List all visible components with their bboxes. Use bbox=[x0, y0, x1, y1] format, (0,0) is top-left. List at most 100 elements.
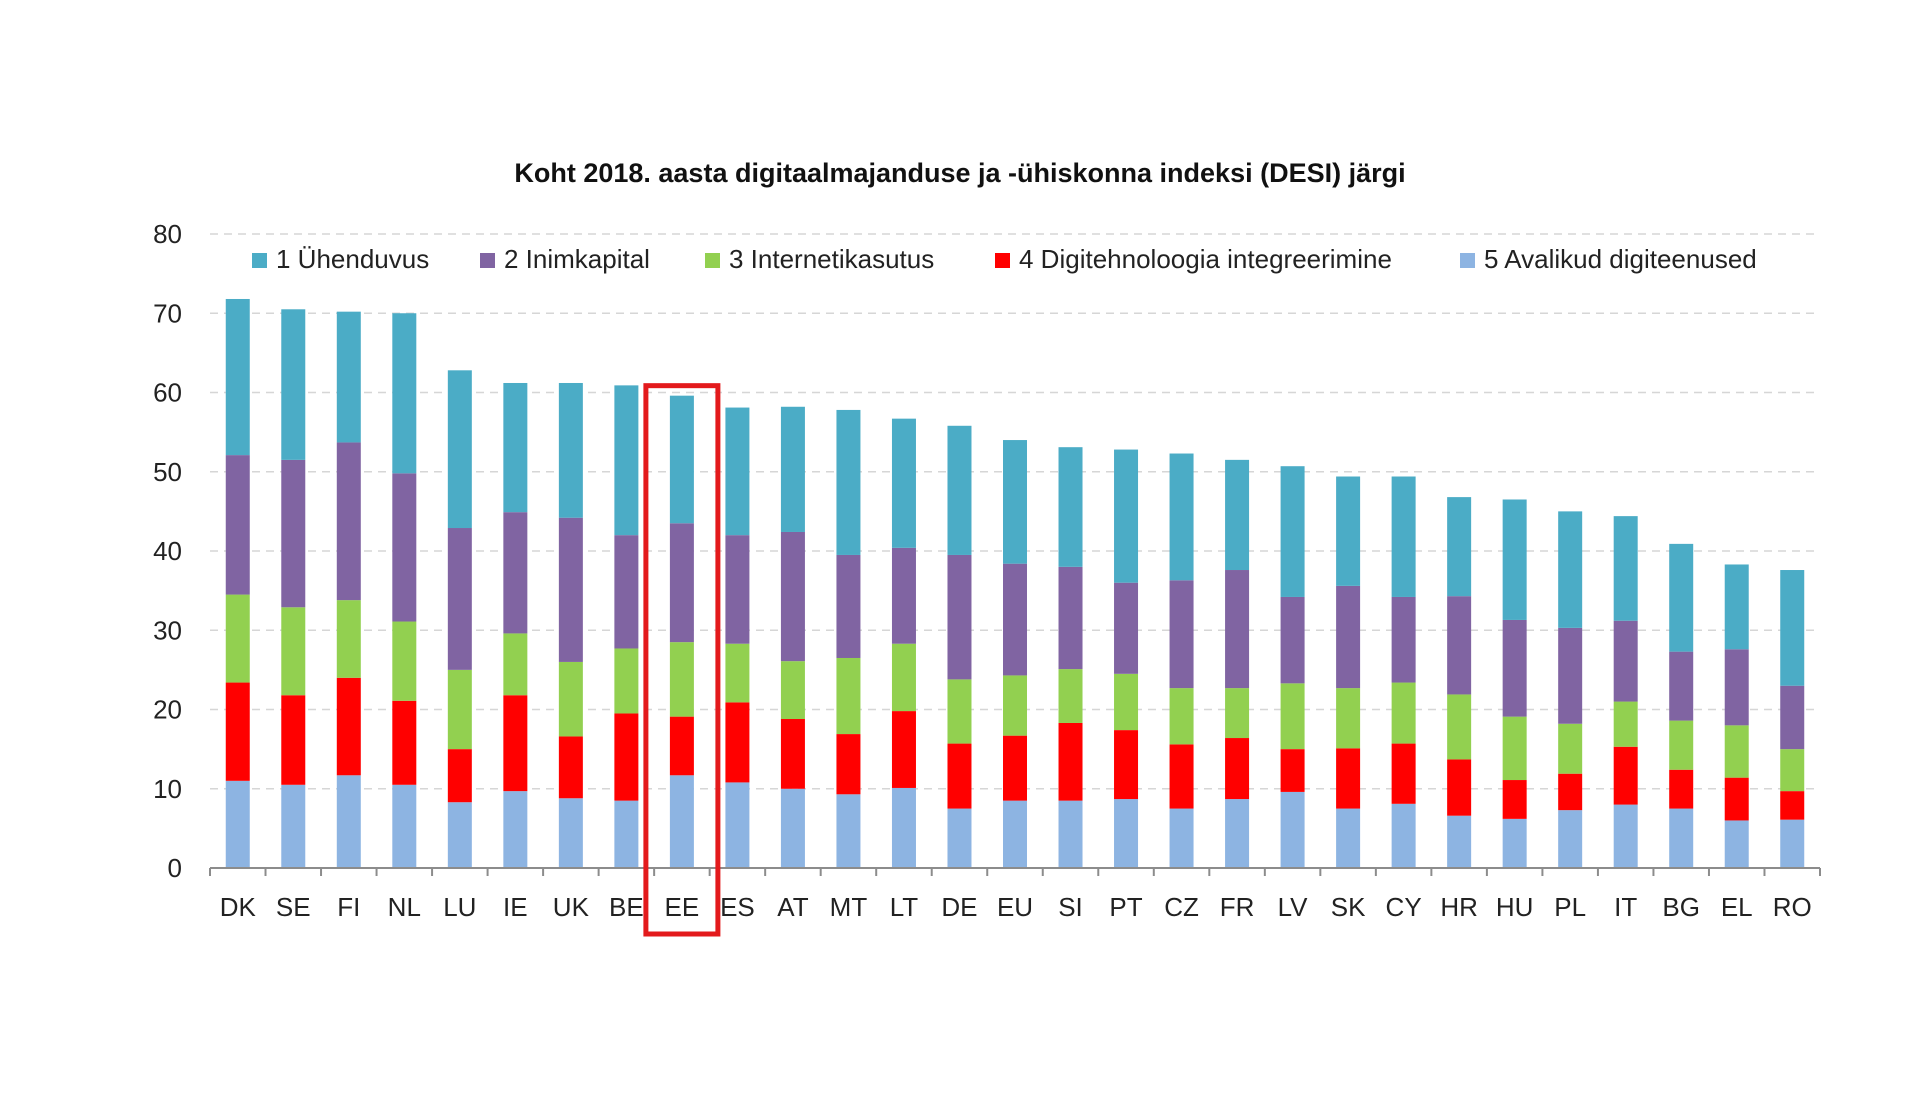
bar-es-4-digitehnoloogia-integreerimine bbox=[725, 702, 750, 783]
bar-ro-5-avalikud-digiteenused bbox=[1780, 819, 1805, 868]
bar-be-5-avalikud-digiteenused bbox=[614, 800, 639, 868]
bar-si-5-avalikud-digiteenused bbox=[1058, 800, 1083, 868]
bar-mt-1-henduvus bbox=[836, 409, 861, 555]
bar-se-2-inimkapital bbox=[281, 459, 306, 608]
bar-es-2-inimkapital bbox=[725, 535, 750, 644]
bar-fi-5-avalikud-digiteenused bbox=[336, 775, 361, 868]
bar-cy-3-internetikasutus bbox=[1391, 682, 1416, 744]
bar-hu-4-digitehnoloogia-integreerimine bbox=[1502, 780, 1527, 819]
bar-uk-5-avalikud-digiteenused bbox=[558, 798, 583, 868]
y-tick-label: 20 bbox=[153, 695, 182, 725]
x-tick-label: LU bbox=[443, 892, 476, 922]
bar-se-5-avalikud-digiteenused bbox=[281, 784, 306, 868]
bar-fr-3-internetikasutus bbox=[1225, 688, 1250, 739]
bar-lt-1-henduvus bbox=[891, 418, 916, 548]
bar-ie-3-internetikasutus bbox=[503, 633, 528, 696]
bar-stack-fi bbox=[336, 311, 361, 868]
bar-se-3-internetikasutus bbox=[281, 607, 306, 696]
bar-hu-2-inimkapital bbox=[1502, 619, 1527, 717]
bar-uk-2-inimkapital bbox=[558, 517, 583, 662]
bar-eu-5-avalikud-digiteenused bbox=[1003, 800, 1027, 868]
bar-it-3-internetikasutus bbox=[1613, 701, 1638, 747]
legend-swatch bbox=[705, 253, 720, 268]
bar-hr-4-digitehnoloogia-integreerimine bbox=[1447, 759, 1472, 816]
x-tick-label: DE bbox=[941, 892, 977, 922]
bars bbox=[225, 298, 1805, 868]
x-tick-label: SK bbox=[1331, 892, 1366, 922]
bar-el-5-avalikud-digiteenused bbox=[1724, 820, 1749, 868]
legend: 1 Ühenduvus 2 Inimkapital 3 Internetikasut… bbox=[252, 244, 1757, 274]
bar-lv-5-avalikud-digiteenused bbox=[1280, 791, 1305, 868]
bar-stack-cy bbox=[1391, 476, 1416, 868]
x-tick-label: NL bbox=[388, 892, 421, 922]
bar-bg-3-internetikasutus bbox=[1669, 720, 1694, 770]
x-tick-label: EU bbox=[997, 892, 1033, 922]
bar-cz-4-digitehnoloogia-integreerimine bbox=[1169, 744, 1194, 809]
bar-si-1-henduvus bbox=[1058, 447, 1083, 567]
bar-fr-5-avalikud-digiteenused bbox=[1225, 799, 1250, 868]
bar-sk-2-inimkapital bbox=[1336, 585, 1361, 689]
bar-pt-2-inimkapital bbox=[1114, 582, 1139, 674]
bar-es-1-henduvus bbox=[725, 407, 750, 536]
x-tick-label: SE bbox=[276, 892, 311, 922]
bar-fr-2-inimkapital bbox=[1225, 570, 1250, 689]
legend-label: 5 Avalikud digiteenused bbox=[1484, 244, 1757, 274]
bar-stack-dk bbox=[225, 298, 250, 868]
bar-pt-3-internetikasutus bbox=[1114, 673, 1139, 731]
legend-swatch bbox=[252, 253, 267, 268]
x-tick-label: DK bbox=[220, 892, 257, 922]
bar-el-4-digitehnoloogia-integreerimine bbox=[1724, 777, 1749, 821]
x-tick-label: IT bbox=[1614, 892, 1637, 922]
bar-lt-5-avalikud-digiteenused bbox=[891, 787, 916, 868]
bar-stack-lv bbox=[1280, 466, 1305, 868]
bar-at-1-henduvus bbox=[780, 406, 805, 532]
bar-at-3-internetikasutus bbox=[780, 661, 805, 720]
bar-fr-1-henduvus bbox=[1225, 459, 1250, 571]
bar-stack-de bbox=[947, 425, 972, 868]
bar-es-3-internetikasutus bbox=[725, 643, 750, 703]
bar-de-5-avalikud-digiteenused bbox=[947, 808, 972, 868]
bar-at-5-avalikud-digiteenused bbox=[780, 788, 805, 868]
bar-pl-3-internetikasutus bbox=[1558, 723, 1583, 774]
x-tick-label: EL bbox=[1721, 892, 1753, 922]
bar-eu-3-internetikasutus bbox=[1003, 675, 1027, 736]
bar-ee-5-avalikud-digiteenused bbox=[669, 775, 694, 868]
bar-at-2-inimkapital bbox=[780, 531, 805, 662]
x-tick-label: HU bbox=[1496, 892, 1534, 922]
bar-hu-5-avalikud-digiteenused bbox=[1502, 818, 1527, 868]
x-tick-label: MT bbox=[830, 892, 868, 922]
bar-lt-3-internetikasutus bbox=[891, 643, 916, 712]
bar-nl-4-digitehnoloogia-integreerimine bbox=[392, 700, 417, 785]
bar-de-4-digitehnoloogia-integreerimine bbox=[947, 743, 972, 809]
bar-dk-5-avalikud-digiteenused bbox=[225, 780, 250, 868]
bar-de-2-inimkapital bbox=[947, 554, 972, 680]
legend-swatch bbox=[1460, 253, 1475, 268]
bar-cy-4-digitehnoloogia-integreerimine bbox=[1391, 743, 1416, 804]
bar-hr-5-avalikud-digiteenused bbox=[1447, 815, 1472, 868]
bar-pt-4-digitehnoloogia-integreerimine bbox=[1114, 730, 1139, 800]
y-tick-label: 40 bbox=[153, 536, 182, 566]
bar-fi-3-internetikasutus bbox=[336, 600, 361, 678]
bar-lv-1-henduvus bbox=[1280, 466, 1305, 597]
bar-si-3-internetikasutus bbox=[1058, 669, 1083, 723]
bar-ie-4-digitehnoloogia-integreerimine bbox=[503, 695, 528, 792]
bar-cy-2-inimkapital bbox=[1391, 596, 1416, 683]
bar-nl-3-internetikasutus bbox=[392, 621, 417, 701]
x-tick-label: RO bbox=[1773, 892, 1812, 922]
bar-lu-5-avalikud-digiteenused bbox=[447, 802, 472, 868]
legend-swatch bbox=[480, 253, 495, 268]
bar-uk-4-digitehnoloogia-integreerimine bbox=[558, 736, 583, 799]
bar-stack-it bbox=[1613, 516, 1638, 868]
bar-it-5-avalikud-digiteenused bbox=[1613, 804, 1638, 868]
y-axis-ticks: 0 10 20 30 40 50 60 70 80 bbox=[153, 219, 182, 883]
bar-pl-1-henduvus bbox=[1558, 511, 1583, 628]
legend-label: 3 Internetikasutus bbox=[729, 244, 934, 274]
bar-mt-4-digitehnoloogia-integreerimine bbox=[836, 734, 861, 795]
x-tick-label: SI bbox=[1058, 892, 1083, 922]
bar-nl-5-avalikud-digiteenused bbox=[392, 784, 417, 868]
legend-label: 4 Digitehnoloogia integreerimine bbox=[1019, 244, 1392, 274]
bar-hr-3-internetikasutus bbox=[1447, 694, 1472, 760]
x-tick-label: CZ bbox=[1164, 892, 1199, 922]
bar-bg-4-digitehnoloogia-integreerimine bbox=[1669, 769, 1694, 809]
bar-stack-si bbox=[1058, 447, 1083, 868]
